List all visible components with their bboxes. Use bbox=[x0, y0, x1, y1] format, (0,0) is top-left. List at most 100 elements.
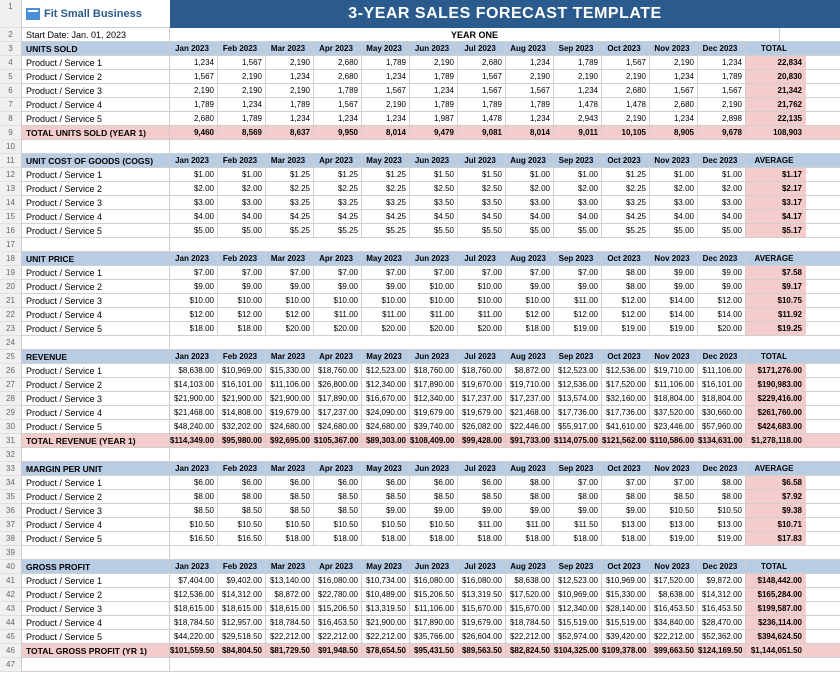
row-number[interactable]: 3 bbox=[0, 42, 21, 56]
cell[interactable]: 1,789 bbox=[410, 70, 458, 83]
cell[interactable]: $20.00 bbox=[458, 322, 506, 335]
row-number[interactable]: 31 bbox=[0, 434, 21, 448]
row-label[interactable]: Product / Service 4 bbox=[22, 406, 170, 419]
cell[interactable]: Aug 2023 bbox=[506, 350, 554, 363]
cell[interactable]: $10.00 bbox=[266, 294, 314, 307]
cell[interactable]: $18.00 bbox=[314, 532, 362, 545]
cell[interactable]: 1,567 bbox=[314, 98, 362, 111]
total-cell[interactable]: AVERAGE bbox=[746, 154, 806, 167]
cell[interactable]: $3.50 bbox=[458, 196, 506, 209]
cell[interactable]: $20.00 bbox=[410, 322, 458, 335]
cell[interactable]: $12.00 bbox=[170, 308, 218, 321]
cell[interactable]: $10.50 bbox=[650, 504, 698, 517]
cell[interactable]: $2.25 bbox=[602, 182, 650, 195]
cell[interactable]: $8.50 bbox=[170, 504, 218, 517]
cell[interactable]: Oct 2023 bbox=[602, 350, 650, 363]
cell[interactable]: $17,520.00 bbox=[602, 378, 650, 391]
row-label[interactable]: TOTAL UNITS SOLD (YEAR 1) bbox=[22, 126, 170, 139]
cell[interactable]: 2,190 bbox=[602, 70, 650, 83]
cell[interactable]: $34,840.00 bbox=[650, 616, 698, 629]
row-number[interactable]: 18 bbox=[0, 252, 21, 266]
cell[interactable]: 2,680 bbox=[170, 112, 218, 125]
cell[interactable]: 9,479 bbox=[410, 126, 458, 139]
cell[interactable]: $19,679.00 bbox=[458, 406, 506, 419]
cell[interactable]: $12,340.00 bbox=[362, 378, 410, 391]
cell[interactable]: $91,948.50 bbox=[314, 644, 362, 657]
cell[interactable]: $8.00 bbox=[698, 476, 746, 489]
cell[interactable]: 2,680 bbox=[602, 84, 650, 97]
cell[interactable]: $48,240.00 bbox=[170, 420, 218, 433]
cell[interactable]: $13,319.50 bbox=[362, 602, 410, 615]
row-number[interactable]: 10 bbox=[0, 140, 21, 154]
total-cell[interactable]: TOTAL bbox=[746, 350, 806, 363]
total-cell[interactable]: $17.83 bbox=[746, 532, 806, 545]
cell[interactable]: $12,957.00 bbox=[218, 616, 266, 629]
total-cell[interactable]: $229,416.00 bbox=[746, 392, 806, 405]
cell[interactable]: 1,234 bbox=[650, 70, 698, 83]
cell[interactable]: $1.25 bbox=[314, 168, 362, 181]
cell[interactable]: $23,446.00 bbox=[650, 420, 698, 433]
cell[interactable]: $12,536.00 bbox=[170, 588, 218, 601]
cell[interactable]: $11.00 bbox=[314, 308, 362, 321]
cell[interactable]: Nov 2023 bbox=[650, 154, 698, 167]
cell[interactable]: $19,710.00 bbox=[506, 378, 554, 391]
total-cell[interactable]: $190,983.00 bbox=[746, 378, 806, 391]
cell[interactable]: 1,234 bbox=[410, 84, 458, 97]
cell[interactable]: $19,679.00 bbox=[458, 616, 506, 629]
cell[interactable]: $18,760.00 bbox=[458, 364, 506, 377]
cell[interactable]: $22,212.00 bbox=[362, 630, 410, 643]
cell[interactable]: Dec 2023 bbox=[698, 252, 746, 265]
cell[interactable]: Apr 2023 bbox=[314, 42, 362, 55]
cell[interactable]: $9.00 bbox=[314, 280, 362, 293]
cell[interactable]: $6.00 bbox=[458, 476, 506, 489]
cell[interactable]: $13.00 bbox=[698, 518, 746, 531]
row-number[interactable]: 37 bbox=[0, 518, 21, 532]
cell[interactable]: 1,234 bbox=[218, 98, 266, 111]
row-number[interactable]: 32 bbox=[0, 448, 21, 462]
cell[interactable]: $22,780.00 bbox=[314, 588, 362, 601]
total-cell[interactable]: $9.38 bbox=[746, 504, 806, 517]
cell[interactable]: $12.00 bbox=[698, 294, 746, 307]
cell[interactable]: Dec 2023 bbox=[698, 350, 746, 363]
row-number[interactable]: 13 bbox=[0, 182, 21, 196]
cell[interactable]: $8.50 bbox=[218, 504, 266, 517]
cell[interactable]: Mar 2023 bbox=[266, 350, 314, 363]
cell[interactable]: $6.00 bbox=[266, 476, 314, 489]
cell[interactable]: $92,695.00 bbox=[266, 434, 314, 447]
cell[interactable]: $114,075.00 bbox=[554, 434, 602, 447]
cell[interactable]: $16.50 bbox=[170, 532, 218, 545]
row-number[interactable]: 6 bbox=[0, 84, 21, 98]
cell[interactable]: $3.00 bbox=[218, 196, 266, 209]
cell[interactable]: $14,312.00 bbox=[698, 588, 746, 601]
row-label[interactable]: Product / Service 3 bbox=[22, 392, 170, 405]
row-number[interactable]: 38 bbox=[0, 532, 21, 546]
cell[interactable]: $18.00 bbox=[506, 532, 554, 545]
cell[interactable]: $21,468.00 bbox=[170, 406, 218, 419]
cell[interactable]: $124,169.50 bbox=[698, 644, 746, 657]
cell[interactable]: 2,898 bbox=[698, 112, 746, 125]
cell[interactable]: 1,789 bbox=[314, 84, 362, 97]
cell[interactable]: Dec 2023 bbox=[698, 42, 746, 55]
cell[interactable]: $7.00 bbox=[554, 476, 602, 489]
cell[interactable]: $7.00 bbox=[314, 266, 362, 279]
cell[interactable]: $28,140.00 bbox=[602, 602, 650, 615]
cell[interactable]: $18,760.00 bbox=[314, 364, 362, 377]
row-number[interactable]: 39 bbox=[0, 546, 21, 560]
cell[interactable]: $10.50 bbox=[218, 518, 266, 531]
cell[interactable]: Jan 2023 bbox=[170, 252, 218, 265]
cell[interactable]: $2.50 bbox=[410, 182, 458, 195]
row-label[interactable]: Product / Service 5 bbox=[22, 322, 170, 335]
cell[interactable]: Jun 2023 bbox=[410, 252, 458, 265]
cell[interactable]: $13.00 bbox=[650, 518, 698, 531]
cell[interactable]: $108,409.00 bbox=[410, 434, 458, 447]
total-cell[interactable]: 20,830 bbox=[746, 70, 806, 83]
cell[interactable]: Nov 2023 bbox=[650, 462, 698, 475]
cell[interactable]: $18.00 bbox=[170, 322, 218, 335]
cell[interactable]: Jul 2023 bbox=[458, 42, 506, 55]
cell[interactable]: $24,680.00 bbox=[266, 420, 314, 433]
cell[interactable]: Oct 2023 bbox=[602, 560, 650, 573]
cell[interactable]: $12,523.00 bbox=[554, 574, 602, 587]
cell[interactable]: $6.00 bbox=[314, 476, 362, 489]
cell[interactable]: $24,680.00 bbox=[314, 420, 362, 433]
row-label[interactable]: Product / Service 3 bbox=[22, 504, 170, 517]
